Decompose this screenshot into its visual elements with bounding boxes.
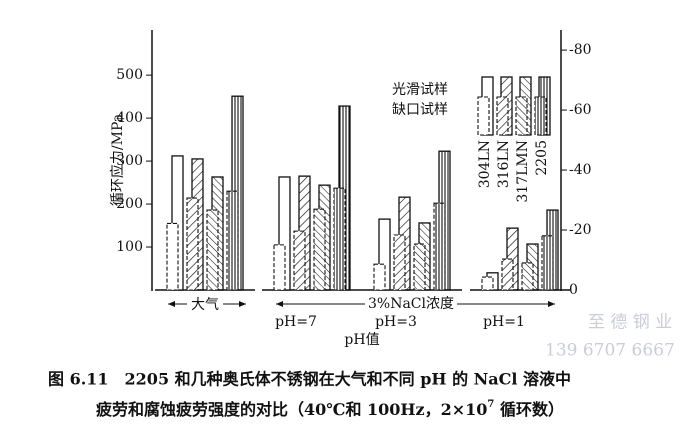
notched-bar (413, 243, 426, 291)
notched-bar (373, 263, 386, 291)
solution-label: 3%NaCl浓度 (368, 296, 454, 312)
notched-bar (166, 222, 179, 291)
watermark: 至 德 钢 业 (588, 313, 672, 333)
legend-swatch (534, 96, 547, 136)
caption-part: 疲劳和腐蚀疲劳强度的对比（40℃和 100Hz，2×10 (96, 400, 487, 419)
legend-series-label: 304LN (477, 140, 493, 188)
legend-series-label: 317LMN (515, 140, 531, 203)
notched-bar (293, 230, 306, 291)
legend-series-label: 316LN (496, 140, 512, 188)
caption-superscript: 7 (487, 399, 494, 410)
y2-tick-label: -80 (569, 42, 592, 58)
legend-label: 缺口试样 (392, 102, 448, 118)
notched-bar (433, 202, 446, 291)
x-category-label: pH=7 (275, 314, 317, 330)
x-category-label: pH=1 (483, 314, 525, 330)
y2-tick-label: 0 (569, 282, 578, 298)
caption: 疲劳和腐蚀疲劳强度的对比（40℃和 100Hz，2×107 循环数） (96, 399, 564, 419)
y-tick-label: 200 (116, 196, 143, 212)
y2-tick-label: -60 (569, 102, 592, 118)
legend-swatch (477, 96, 490, 136)
notched-bar (521, 262, 534, 291)
notched-bar (273, 244, 286, 291)
y-tick-label: 500 (116, 67, 143, 83)
x-category-label: 大气 (191, 297, 219, 313)
caption-part: 循环数） (494, 400, 564, 419)
notched-bar (186, 197, 199, 291)
label-bg (187, 296, 223, 314)
x-category-label: pH=3 (375, 314, 417, 330)
notched-bar (541, 235, 554, 291)
legend-series-label: 2205 (534, 140, 550, 176)
y-axis-label: 循环应力/MPa (109, 114, 126, 206)
notched-bar (501, 258, 514, 291)
y2-tick-label: -20 (569, 222, 592, 238)
watermark: 139 6707 6667 (545, 341, 675, 361)
notched-bar (313, 208, 326, 291)
notched-bar (206, 209, 219, 291)
y-tick-label: 400 (116, 110, 143, 126)
legend-label: 光滑试样 (392, 81, 448, 98)
label-bg (365, 296, 457, 312)
caption: 图 6.11 2205 和几种奥氏体不锈钢在大气和不同 pH 的 NaCl 溶液… (48, 370, 571, 389)
notched-bar (226, 190, 239, 291)
notched-bar (333, 187, 346, 291)
x-group-label: pH值 (344, 332, 379, 348)
legend-swatch (496, 96, 509, 136)
y-tick-label: 300 (116, 153, 143, 169)
legend-swatch (515, 96, 528, 136)
notched-bar (481, 276, 494, 291)
y-tick-label: 100 (116, 239, 143, 255)
notched-bar (393, 234, 406, 291)
y2-tick-label: -40 (569, 162, 592, 178)
